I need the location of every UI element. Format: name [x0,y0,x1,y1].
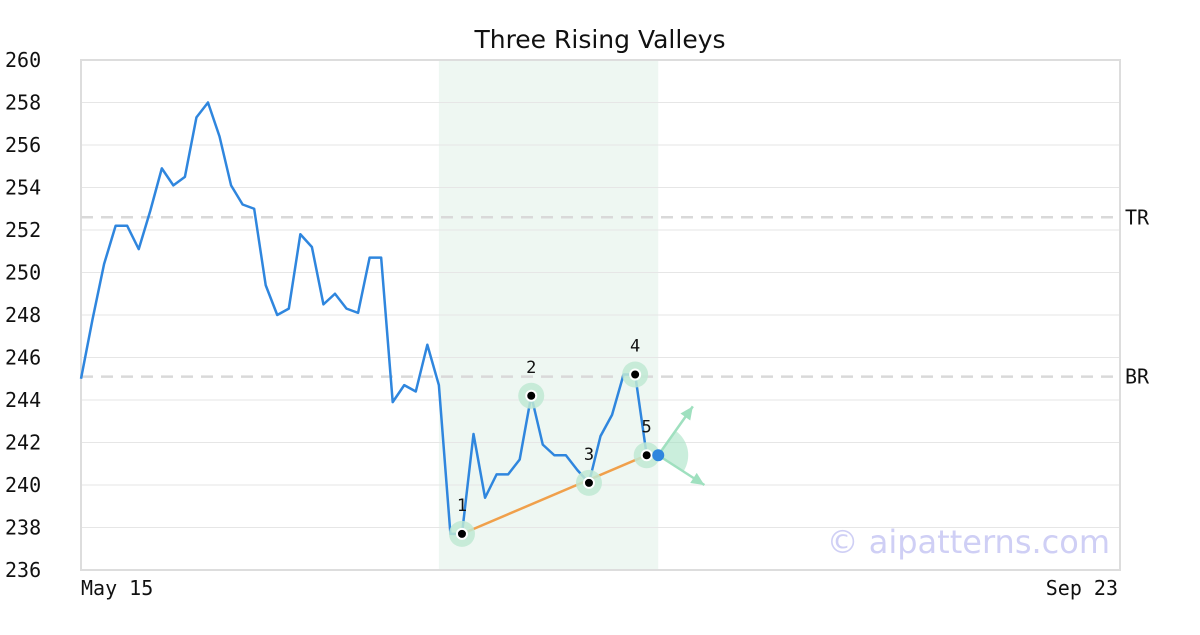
x-tick-label: May 15 [81,576,153,600]
y-tick-label: 256 [5,133,41,157]
y-tick-label: 252 [5,218,41,242]
y-tick-label: 238 [5,516,41,540]
y-tick-label: 236 [5,558,41,582]
projection-arrow-up-head [680,406,693,421]
reference-line-label: BR [1125,365,1150,389]
reference-line-label: TR [1125,205,1150,229]
pattern-point [640,449,653,462]
y-tick-label: 244 [5,388,41,412]
projection-wedge [658,430,689,472]
watermark-text: © aipatterns.com [827,523,1110,561]
pattern-point-label: 1 [457,496,467,516]
x-tick-label: Sep 23 [1046,576,1118,600]
pattern-point [455,527,468,540]
y-tick-label: 250 [5,261,41,285]
pattern-point-label: 2 [526,358,536,378]
y-tick-label: 240 [5,473,41,497]
chart-title: Three Rising Valleys [473,25,725,54]
y-tick-label: 258 [5,91,41,115]
y-tick-label: 254 [5,176,41,200]
y-tick-label: 246 [5,346,41,370]
projection-origin-dot [652,449,665,462]
pattern-point-label: 4 [630,337,640,357]
plot-frame [80,59,1121,571]
pattern-point-label: 3 [584,445,594,465]
y-tick-label: 248 [5,303,41,327]
pattern-point-label: 5 [642,417,652,437]
trendline [461,454,648,536]
pattern-point [629,368,642,381]
pattern-point [582,476,595,489]
price-series-line [79,101,648,536]
pattern-point [525,389,538,402]
y-tick-label: 260 [5,48,41,72]
projection-arrow-down-head [690,472,705,485]
y-tick-label: 242 [5,431,41,455]
